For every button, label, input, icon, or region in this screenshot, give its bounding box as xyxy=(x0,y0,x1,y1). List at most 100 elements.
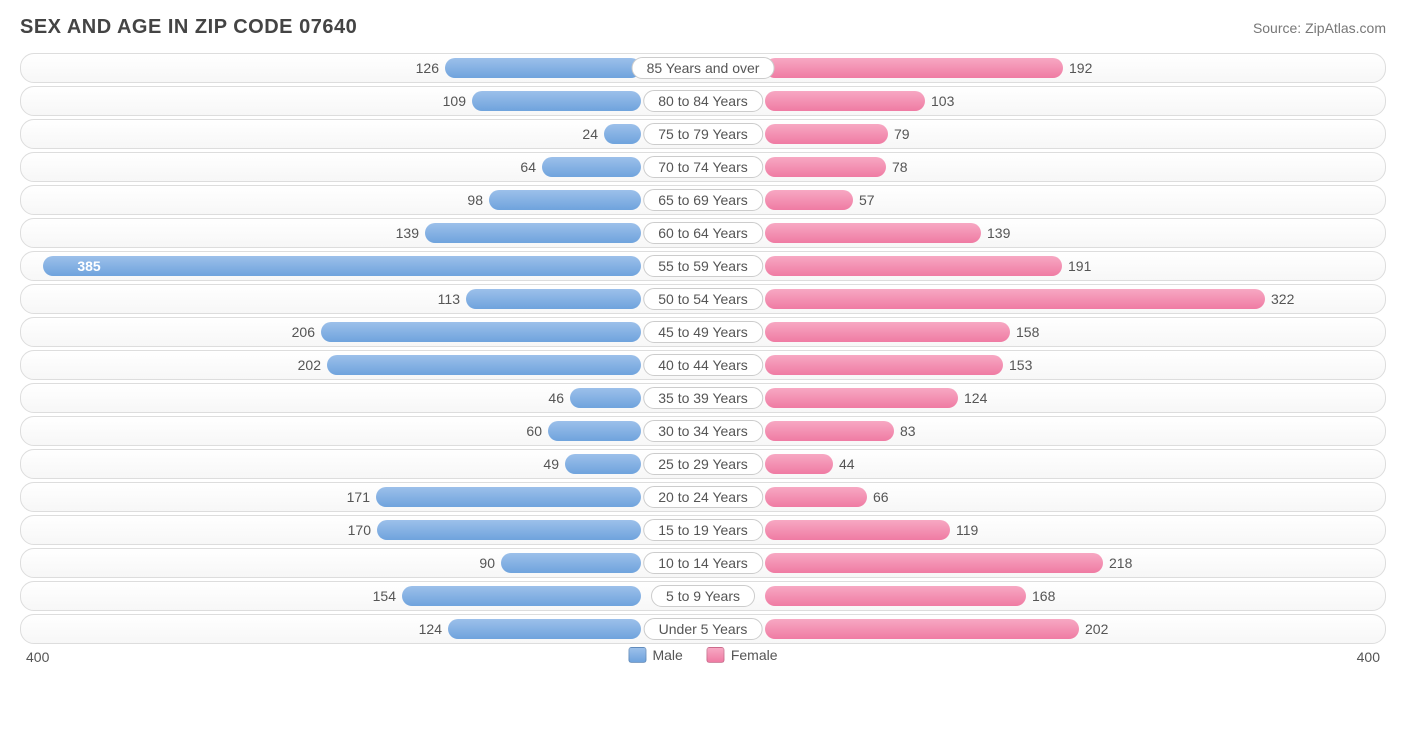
legend: Male Female xyxy=(628,647,777,663)
male-value: 49 xyxy=(543,456,559,472)
male-half: 170 xyxy=(21,516,703,544)
female-half: 202 xyxy=(703,615,1385,643)
male-bar xyxy=(548,421,641,441)
male-value: 46 xyxy=(548,390,564,406)
age-range-label: 5 to 9 Years xyxy=(651,585,755,607)
male-bar xyxy=(448,619,641,639)
female-bar xyxy=(765,91,925,111)
female-bar xyxy=(765,619,1079,639)
male-value: 109 xyxy=(443,93,466,109)
female-value: 191 xyxy=(1068,258,1091,274)
male-bar xyxy=(542,157,641,177)
chart-row: 49 4425 to 29 Years xyxy=(20,449,1386,479)
female-bar xyxy=(765,388,958,408)
male-half: 113 xyxy=(21,285,703,313)
female-value: 218 xyxy=(1109,555,1132,571)
female-half: 44 xyxy=(703,450,1385,478)
male-value: 385 xyxy=(77,258,100,274)
age-range-label: 35 to 39 Years xyxy=(643,387,763,409)
female-half: 322 xyxy=(703,285,1385,313)
male-bar xyxy=(321,322,641,342)
female-value: 139 xyxy=(987,225,1010,241)
male-half: 98 xyxy=(21,186,703,214)
chart-row: 46 124 35 to 39 Years xyxy=(20,383,1386,413)
female-bar xyxy=(765,520,950,540)
age-range-label: 20 to 24 Years xyxy=(643,486,763,508)
male-half: 124 xyxy=(21,615,703,643)
male-value: 154 xyxy=(373,588,396,604)
female-value: 322 xyxy=(1271,291,1294,307)
age-range-label: 65 to 69 Years xyxy=(643,189,763,211)
female-value: 83 xyxy=(900,423,916,439)
axis-max-right: 400 xyxy=(1357,649,1380,665)
female-half: 139 xyxy=(703,219,1385,247)
male-half: 171 xyxy=(21,483,703,511)
male-bar xyxy=(402,586,641,606)
age-range-label: Under 5 Years xyxy=(644,618,763,640)
male-half: 64 xyxy=(21,153,703,181)
male-value: 60 xyxy=(526,423,542,439)
axis-row: 400 Male Female 400 xyxy=(20,647,1386,673)
male-value: 90 xyxy=(479,555,495,571)
legend-item-male: Male xyxy=(628,647,682,663)
female-value: 124 xyxy=(964,390,987,406)
male-half: 139 xyxy=(21,219,703,247)
male-half: 24 xyxy=(21,120,703,148)
female-half: 79 xyxy=(703,120,1385,148)
male-half: 46 xyxy=(21,384,703,412)
swatch-female-icon xyxy=(707,647,725,663)
female-value: 158 xyxy=(1016,324,1039,340)
chart-row: 11332250 to 54 Years xyxy=(20,284,1386,314)
male-value: 113 xyxy=(438,291,460,307)
chart-row: 109 103 80 to 84 Years xyxy=(20,86,1386,116)
male-bar xyxy=(425,223,641,243)
female-half: 153 xyxy=(703,351,1385,379)
female-bar xyxy=(765,553,1103,573)
female-value: 202 xyxy=(1085,621,1108,637)
male-value: 24 xyxy=(582,126,598,142)
chart-row: 385 191 55 to 59 Years xyxy=(20,251,1386,281)
female-bar xyxy=(765,256,1062,276)
male-bar xyxy=(466,289,641,309)
male-half: 60 xyxy=(21,417,703,445)
male-bar xyxy=(377,520,641,540)
male-value: 98 xyxy=(467,192,483,208)
age-range-label: 80 to 84 Years xyxy=(643,90,763,112)
chart-row: 1541685 to 9 Years xyxy=(20,581,1386,611)
female-bar xyxy=(765,157,886,177)
male-bar xyxy=(565,454,641,474)
female-value: 66 xyxy=(873,489,889,505)
male-half: 126 xyxy=(21,54,703,82)
male-half: 202 xyxy=(21,351,703,379)
female-bar xyxy=(765,454,833,474)
age-range-label: 55 to 59 Years xyxy=(643,255,763,277)
female-value: 192 xyxy=(1069,60,1092,76)
male-bar xyxy=(445,58,641,78)
male-bar xyxy=(501,553,641,573)
chart-row: 12619285 Years and over xyxy=(20,53,1386,83)
male-bar xyxy=(376,487,641,507)
male-half: 385 xyxy=(21,252,703,280)
female-half: 218 xyxy=(703,549,1385,577)
male-value: 202 xyxy=(298,357,321,373)
age-range-label: 45 to 49 Years xyxy=(643,321,763,343)
male-value: 64 xyxy=(520,159,536,175)
legend-label-male: Male xyxy=(652,647,682,663)
female-value: 103 xyxy=(931,93,954,109)
male-half: 90 xyxy=(21,549,703,577)
female-bar xyxy=(765,58,1063,78)
male-half: 154 xyxy=(21,582,703,610)
female-bar xyxy=(765,322,1010,342)
age-range-label: 25 to 29 Years xyxy=(643,453,763,475)
legend-label-female: Female xyxy=(731,647,778,663)
age-range-label: 15 to 19 Years xyxy=(643,519,763,541)
female-value: 119 xyxy=(956,522,978,538)
female-half: 78 xyxy=(703,153,1385,181)
male-bar xyxy=(472,91,641,111)
age-range-label: 75 to 79 Years xyxy=(643,123,763,145)
chart-row: 170 119 15 to 19 Years xyxy=(20,515,1386,545)
swatch-male-icon xyxy=(628,647,646,663)
male-bar xyxy=(327,355,641,375)
female-half: 119 xyxy=(703,516,1385,544)
chart-row: 13913960 to 64 Years xyxy=(20,218,1386,248)
